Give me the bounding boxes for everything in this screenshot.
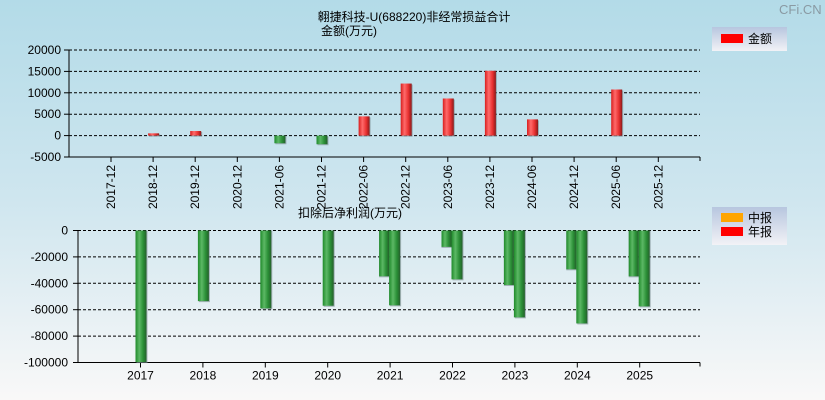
x-tick-label: 2025-06 [609,165,623,209]
top-chart: 20000 15000 10000 5000 0 -5000 2017-12 2018-12 2… [28,43,701,209]
x-tick-label: 2021-12 [315,165,329,209]
x-tick-label: 2024 [564,369,591,383]
bar-2018-12 [148,133,160,136]
x-tick-label: 2017-12 [104,165,118,209]
x-tick-label: 2017 [127,369,154,383]
x-tick-label: 2022-12 [399,165,413,209]
bar-annual-2023 [513,230,525,318]
bar-2022-12 [400,83,412,136]
y-tick-label: -40000 [31,276,69,290]
legend-label-annual: 年报 [748,224,772,239]
y-tick-label: 0 [61,224,68,238]
x-tick-label: 2019-12 [188,165,202,209]
y-tick-label: 0 [54,129,61,143]
bar-annual-2025 [638,230,650,307]
x-tick-label: 2018 [190,369,217,383]
bar-2025-06 [611,89,623,136]
bar-annual-2024 [576,230,588,324]
y-tick-label: 5000 [34,107,61,121]
bar-2024-06 [527,119,538,136]
chart-title-top: 翱捷科技-U(688220)非经常损益合计 [318,9,511,24]
x-tick-label: 2024-06 [525,165,539,209]
x-tick-label: 2020-12 [230,165,244,209]
bar-midyear-2025 [628,230,639,277]
bar-annual-2019 [260,230,272,309]
y-tick-label: 10000 [28,86,62,100]
y-tick-label: -5000 [30,150,61,164]
bar-2023-06 [442,98,454,136]
bar-midyear-2023 [503,230,514,286]
watermark: CFi.CN [779,2,822,17]
y-tick-label: -20000 [31,250,69,264]
y-tick-label: -60000 [31,303,69,317]
legend-swatch-midyear [721,213,743,222]
bar-2019-12 [190,131,202,136]
bar-midyear-2022 [441,230,452,247]
chart-title-bottom: 扣除后净利润(万元) [298,205,402,220]
x-tick-label: 2023-12 [483,165,497,209]
x-tick-label: 2023 [502,369,529,383]
y-tick-label: 20000 [28,43,62,57]
y-tick-label: -100000 [24,356,68,370]
bar-annual-2018 [197,230,209,302]
bar-midyear-2024 [566,230,577,270]
bar-annual-2022 [451,230,463,280]
bar-2022-06 [358,116,370,136]
bar-annual-2020 [322,230,334,306]
x-tick-label: 2019 [252,369,279,383]
x-tick-label: 2018-12 [146,165,160,209]
bar-annual-2017 [135,230,147,363]
legend-swatch-annual [721,227,743,236]
x-tick-label: 2023-06 [441,165,455,209]
bottom-chart: 0 -20000 -40000 -60000 -80000 -100000 2017 2018… [24,224,701,383]
legend-label-amount: 金额 [748,31,772,46]
legend-label-midyear: 中报 [748,210,772,225]
bar-2021-12 [316,135,328,145]
bar-annual-2021 [389,230,401,306]
y-tick-label: -80000 [31,329,69,343]
x-tick-label: 2021 [377,369,404,383]
bar-2021-06 [274,135,286,144]
legend-top: 金额 [712,27,787,51]
x-tick-label: 2024-12 [567,165,581,209]
chart-subtitle-top: 金额(万元) [321,23,377,38]
y-tick-label: 15000 [28,64,62,78]
x-tick-label: 2022 [439,369,466,383]
x-tick-label: 2022-06 [357,165,371,209]
x-tick-label: 2025-12 [651,165,665,209]
bar-midyear-2021 [379,230,390,277]
x-tick-label: 2025 [626,369,653,383]
bar-2023-12 [484,70,496,136]
x-tick-label: 2020 [314,369,341,383]
x-tick-label: 2021-06 [272,165,286,209]
legend-swatch-amount [721,34,743,43]
